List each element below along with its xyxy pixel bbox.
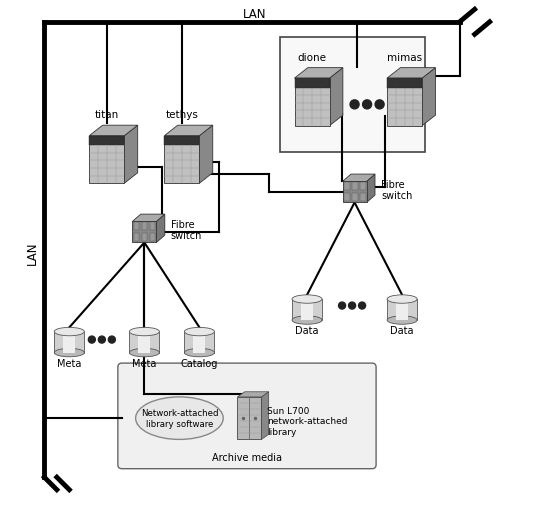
Bar [164, 136, 199, 146]
Polygon shape [199, 126, 213, 184]
Polygon shape [238, 392, 268, 397]
Bar [344, 183, 350, 191]
Bar [89, 136, 125, 146]
Circle shape [98, 336, 105, 343]
Circle shape [88, 336, 96, 343]
Polygon shape [89, 126, 138, 136]
Circle shape [349, 302, 356, 310]
Polygon shape [132, 215, 165, 222]
Ellipse shape [387, 295, 417, 304]
Text: dione: dione [298, 53, 327, 63]
Text: Catalog: Catalog [181, 358, 218, 368]
Polygon shape [343, 175, 375, 182]
Text: Meta: Meta [57, 358, 81, 368]
Bar [360, 193, 366, 201]
Bar [134, 223, 139, 231]
Ellipse shape [130, 348, 159, 357]
Bar [164, 136, 199, 184]
Bar [360, 183, 366, 191]
Bar [294, 79, 329, 88]
Bar [193, 332, 205, 353]
Text: tethys: tethys [165, 110, 198, 120]
Ellipse shape [184, 348, 215, 357]
Text: Archive media: Archive media [212, 452, 282, 462]
Polygon shape [387, 69, 435, 79]
Polygon shape [261, 392, 268, 439]
Bar [142, 223, 147, 231]
Bar [294, 79, 329, 126]
Bar [89, 136, 125, 184]
Bar [387, 79, 422, 88]
Bar [63, 332, 75, 353]
Circle shape [108, 336, 115, 343]
Bar [387, 299, 417, 321]
FancyBboxPatch shape [118, 364, 376, 469]
Ellipse shape [54, 348, 85, 357]
Bar [343, 182, 367, 203]
Bar [292, 299, 322, 321]
Polygon shape [125, 126, 138, 184]
Ellipse shape [136, 397, 223, 439]
Bar [132, 222, 156, 243]
Bar [130, 332, 159, 353]
Ellipse shape [130, 328, 159, 336]
Bar [301, 299, 313, 321]
Ellipse shape [292, 295, 322, 304]
Bar [387, 79, 422, 126]
Ellipse shape [292, 316, 322, 325]
Polygon shape [164, 126, 213, 136]
Text: Data: Data [390, 326, 414, 336]
Bar [134, 233, 139, 241]
Bar [238, 397, 261, 439]
Circle shape [362, 100, 372, 110]
Ellipse shape [54, 328, 85, 336]
Bar [352, 193, 357, 201]
Ellipse shape [184, 328, 215, 336]
Polygon shape [422, 69, 435, 126]
Circle shape [339, 302, 345, 310]
Text: LAN: LAN [243, 8, 266, 21]
Circle shape [350, 100, 359, 110]
Text: Fibre
switch: Fibre switch [381, 179, 412, 201]
Bar [150, 223, 155, 231]
Text: LAN: LAN [26, 241, 39, 264]
Polygon shape [156, 215, 165, 243]
Text: Sun L700
network-attached
library: Sun L700 network-attached library [267, 406, 348, 436]
Bar [142, 233, 147, 241]
Text: Data: Data [295, 326, 319, 336]
Ellipse shape [387, 316, 417, 325]
Circle shape [375, 100, 384, 110]
FancyBboxPatch shape [279, 38, 424, 153]
Circle shape [358, 302, 366, 310]
Text: Meta: Meta [132, 358, 156, 368]
Bar [184, 332, 215, 353]
Bar [138, 332, 150, 353]
Bar [396, 299, 408, 321]
Text: Network-attached
library software: Network-attached library software [141, 409, 218, 428]
Polygon shape [367, 175, 375, 203]
Bar [54, 332, 85, 353]
Text: mimas: mimas [387, 53, 422, 63]
Polygon shape [294, 69, 343, 79]
Bar [352, 183, 357, 191]
Polygon shape [329, 69, 343, 126]
Text: Fibre
switch: Fibre switch [171, 219, 202, 241]
Bar [344, 193, 350, 201]
Bar [150, 233, 155, 241]
Text: titan: titan [95, 110, 119, 120]
